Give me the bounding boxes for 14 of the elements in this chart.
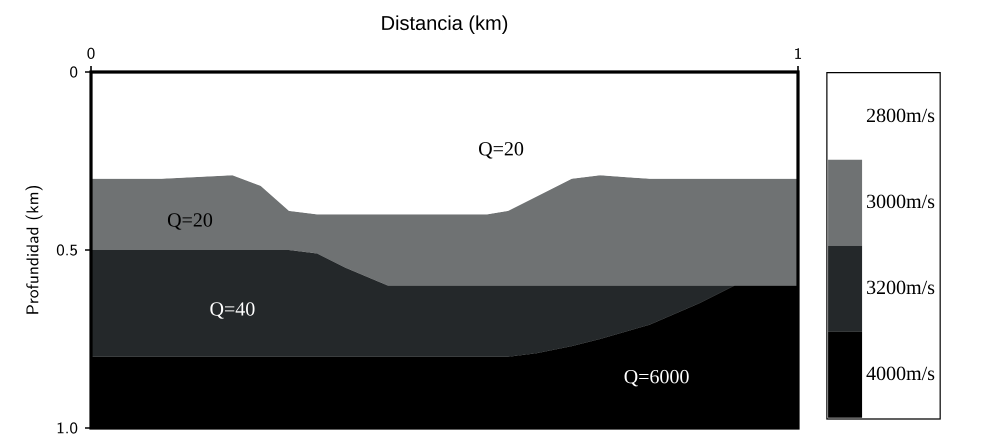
annotation: Q=20 [168,213,212,230]
text: 3200m/s [867,280,934,294]
text: 2800m/s [866,108,934,122]
annotation: Q=20 [479,142,524,159]
y-axis-title: Profundidad (km) [26,186,42,314]
text: 3000m/s [867,194,934,208]
annotation: Q=6000 [624,370,689,386]
y-tick-label: 1.0 [58,422,78,434]
y-tick-label: 0 [70,66,78,78]
text: 4000m/s [866,366,934,380]
x-axis-title: Distancia (km) [382,15,508,34]
x-tick-label: 1 [795,48,802,59]
y-tick-label: 0.5 [56,244,78,256]
annotation: Q=40 [210,302,255,319]
